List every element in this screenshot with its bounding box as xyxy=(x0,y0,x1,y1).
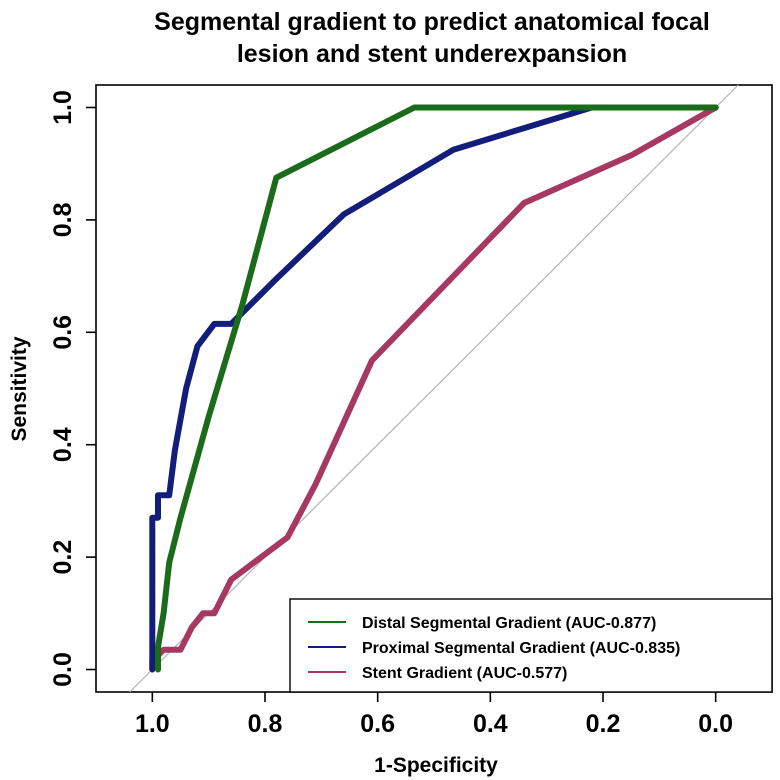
series-line-2 xyxy=(149,104,719,673)
y-tick-label: 0.0 xyxy=(49,652,77,687)
legend-box xyxy=(289,598,773,693)
x-tick-label: 0.4 xyxy=(473,710,508,738)
legend-label: Distal Segmental Gradient (AUC-0.877) xyxy=(362,615,656,632)
y-axis: 0.0 0.2 0.4 0.6 0.8 1.0 xyxy=(49,90,96,687)
chart-title-line-1: Segmental gradient to predict anatomical… xyxy=(154,8,710,36)
y-tick-label: 0.8 xyxy=(49,202,77,237)
x-tick-label: 0.2 xyxy=(586,710,621,738)
legend-items: Distal Segmental Gradient (AUC-0.877) Pro… xyxy=(308,615,680,682)
series-lines xyxy=(149,104,719,673)
x-axis: 1.0 0.8 0.6 0.4 0.2 0.0 xyxy=(135,692,733,738)
legend-label: Stent Gradient (AUC-0.577) xyxy=(362,665,567,682)
y-tick-label: 0.6 xyxy=(49,315,77,350)
series-line-1 xyxy=(149,104,719,673)
reference-diagonal xyxy=(129,84,739,693)
y-axis-label: Sensitivity xyxy=(8,336,31,441)
series-line-0 xyxy=(155,104,719,673)
x-tick-label: 0.0 xyxy=(698,710,733,738)
y-tick-label: 0.4 xyxy=(49,427,77,462)
y-tick-label: 1.0 xyxy=(49,90,77,125)
x-tick-label: 0.8 xyxy=(248,710,283,738)
chart-title-line-2: lesion and stent underexpansion xyxy=(237,40,627,68)
x-tick-label: 0.6 xyxy=(360,710,395,738)
legend-label: Proximal Segmental Gradient (AUC-0.835) xyxy=(362,640,680,657)
legend: Distal Segmental Gradient (AUC-0.877) Pro… xyxy=(289,598,773,693)
y-tick-label: 0.2 xyxy=(49,540,77,575)
x-tick-label: 1.0 xyxy=(135,710,170,738)
x-axis-label: 1-Specificity xyxy=(374,754,498,777)
